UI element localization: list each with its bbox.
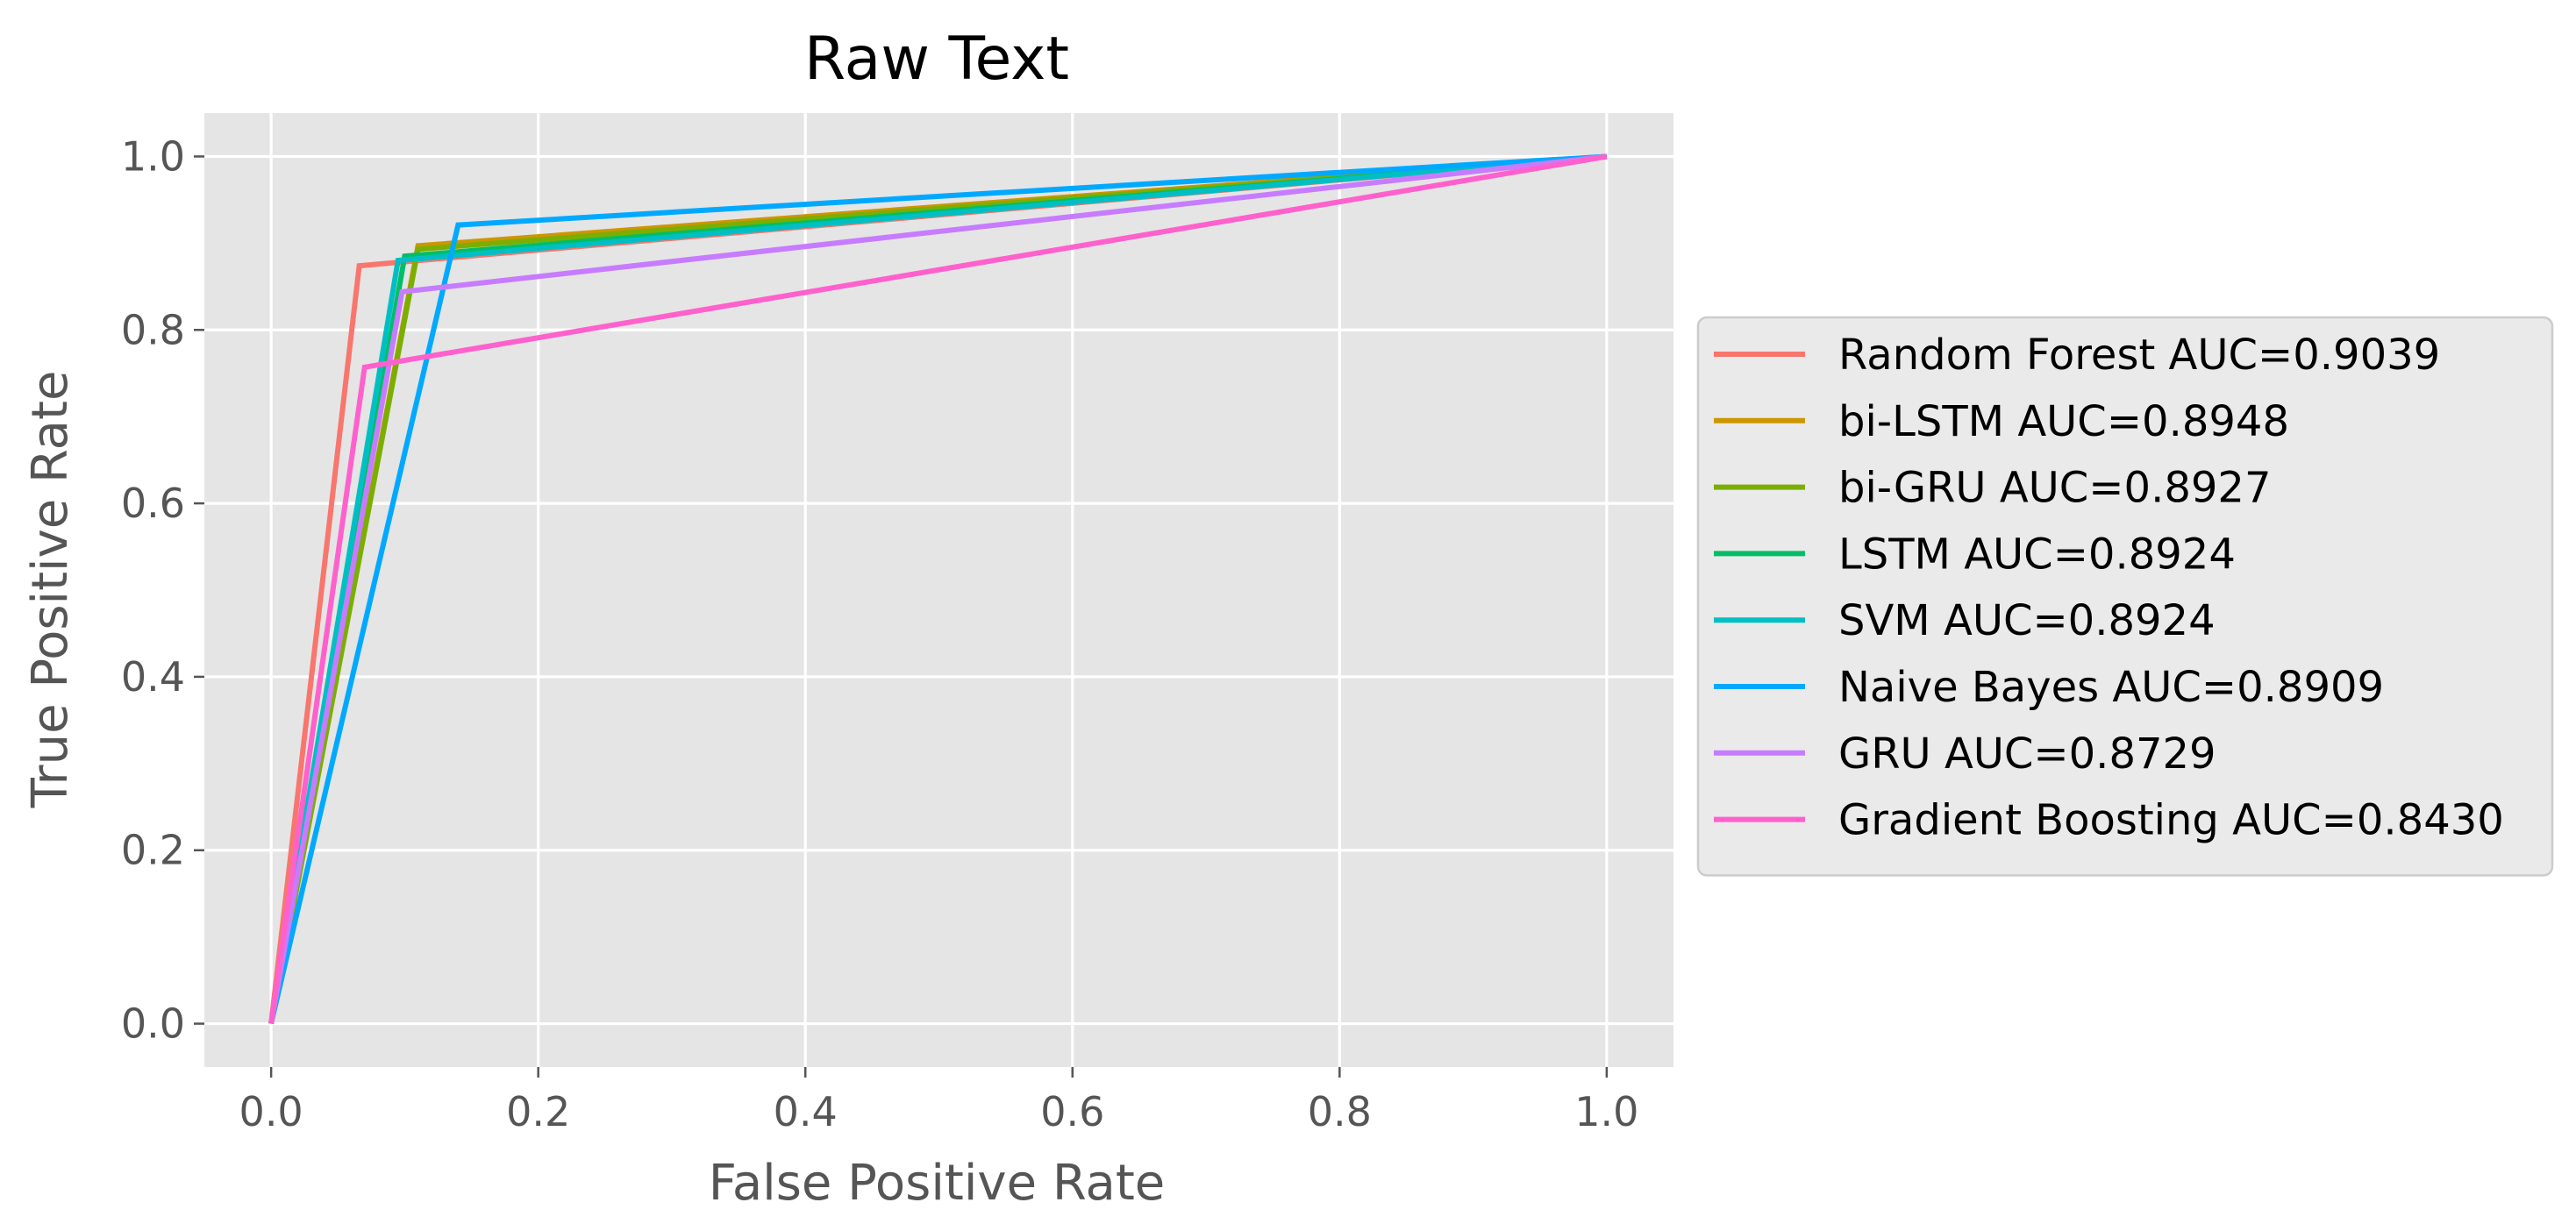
y-tick-label: 0.8 xyxy=(121,306,185,353)
x-axis-title: False Positive Rate xyxy=(709,1155,1165,1212)
legend-label: Gradient Boosting AUC=0.8430 xyxy=(1838,796,2504,845)
y-tick-label: 0.0 xyxy=(121,1000,185,1048)
y-tick-label: 0.4 xyxy=(121,653,185,701)
chart-title: Raw Text xyxy=(804,25,1069,94)
legend-box xyxy=(1696,316,2554,877)
x-tick-label: 1.0 xyxy=(1574,1088,1638,1135)
grid-lines xyxy=(204,113,1673,1067)
x-tick-label: 0.2 xyxy=(506,1088,570,1135)
legend-label: LSTM AUC=0.8924 xyxy=(1838,530,2236,579)
legend-label: Naive Bayes AUC=0.8909 xyxy=(1838,663,2384,712)
legend-label: GRU AUC=0.8729 xyxy=(1838,729,2216,779)
legend-label: bi-LSTM AUC=0.8948 xyxy=(1838,397,2289,446)
x-tick-label: 0.0 xyxy=(239,1088,303,1135)
series-lines xyxy=(268,153,1608,1025)
y-tick-label: 1.0 xyxy=(121,132,185,180)
series-line-7 xyxy=(268,153,1608,1025)
tick-marks: 0.0 0.2 0.4 0.6 0.8 1.0 0.0 0.2 0.4 0.6 0.8 1.0 xyxy=(121,132,1639,1135)
legend-label: bi-GRU AUC=0.8927 xyxy=(1838,464,2271,513)
series-line-5 xyxy=(268,153,1608,1024)
legend-label: SVM AUC=0.8924 xyxy=(1838,596,2216,645)
x-tick-label: 0.8 xyxy=(1308,1088,1372,1135)
x-tick-label: 0.4 xyxy=(774,1088,838,1135)
y-axis-title: True Positive Rate xyxy=(22,371,79,809)
series-line-8 xyxy=(268,153,1608,1024)
legend: Random Forest AUC=0.9039 bi-LSTM AUC=0.89… xyxy=(1696,316,2554,877)
series-line-6 xyxy=(268,153,1608,1025)
y-tick-label: 0.2 xyxy=(121,827,185,874)
legend-label: Random Forest AUC=0.9039 xyxy=(1838,331,2440,380)
y-tick-label: 0.6 xyxy=(121,480,185,527)
x-tick-label: 0.6 xyxy=(1040,1088,1104,1135)
